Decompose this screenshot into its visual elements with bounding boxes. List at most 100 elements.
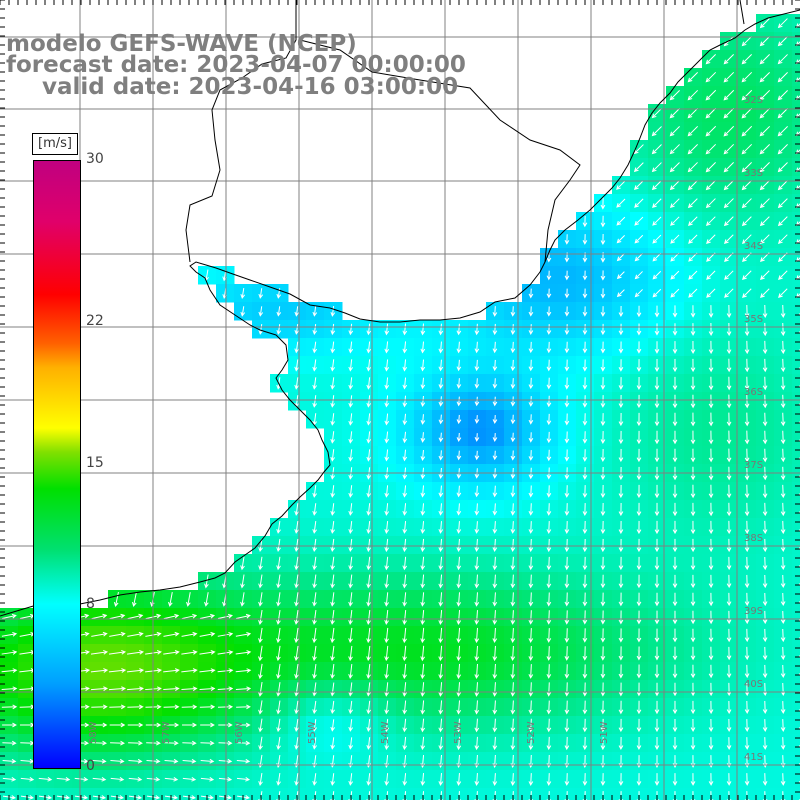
wind-arrow <box>546 646 552 661</box>
wind-arrow <box>2 776 17 782</box>
wind-arrow <box>2 613 17 619</box>
wind-arrow <box>672 773 678 786</box>
wind-arrow <box>669 90 680 101</box>
wind-arrow <box>312 359 318 372</box>
wind-arrow <box>582 664 588 679</box>
wind-arrow <box>348 556 353 571</box>
wind-arrow <box>528 485 534 498</box>
wind-arrow <box>456 663 462 680</box>
wind-arrow <box>420 359 426 372</box>
wind-arrow <box>330 377 336 390</box>
wind-arrow <box>672 718 678 733</box>
wind-arrow <box>780 664 786 679</box>
wind-arrow <box>780 556 786 571</box>
wind-arrow <box>92 740 107 746</box>
wind-arrow <box>636 502 642 517</box>
wind-arrow <box>582 503 588 516</box>
wind-arrow <box>456 718 462 733</box>
wind-arrow <box>186 592 191 607</box>
wind-arrow <box>672 376 678 391</box>
wind-arrow <box>564 718 570 733</box>
wind-cell <box>792 374 800 393</box>
wind-arrow <box>492 718 498 733</box>
wind-arrow <box>687 71 699 83</box>
wind-cell <box>792 392 800 411</box>
colorbar <box>33 160 81 769</box>
wind-arrow <box>759 107 771 119</box>
wind-arrow <box>654 574 660 589</box>
wind-arrow <box>330 503 336 516</box>
wind-arrow <box>312 341 318 354</box>
wind-arrow <box>726 556 732 571</box>
wind-arrow <box>294 663 299 679</box>
wind-arrow <box>600 431 606 444</box>
wind-arrow <box>582 270 588 281</box>
wind-arrow <box>636 556 642 571</box>
wind-arrow <box>510 359 516 372</box>
wind-arrow <box>348 592 353 607</box>
wind-arrow <box>724 288 734 298</box>
wind-arrow <box>312 556 317 571</box>
wind-arrow <box>420 736 426 751</box>
wind-arrow <box>564 413 570 426</box>
wind-arrow <box>528 450 534 461</box>
wind-arrow <box>741 89 753 101</box>
wind-arrow <box>348 627 353 644</box>
wind-arrow <box>762 574 768 589</box>
wind-arrow <box>402 538 408 553</box>
wind-arrow <box>182 776 197 782</box>
wind-arrow <box>492 306 498 317</box>
wind-arrow <box>546 503 552 516</box>
wind-arrow <box>90 668 109 673</box>
wind-arrow <box>690 448 696 463</box>
wind-arrow <box>741 71 753 83</box>
wind-arrow <box>705 198 716 209</box>
wind-arrow <box>582 413 588 426</box>
wind-arrow <box>582 700 588 715</box>
wind-arrow <box>348 341 354 354</box>
wind-arrow <box>744 682 750 697</box>
wind-arrow <box>600 234 606 246</box>
wind-arrow <box>366 610 371 625</box>
wind-arrow <box>546 682 552 697</box>
wind-arrow <box>456 503 462 516</box>
wind-arrow <box>474 610 480 625</box>
wind-arrow <box>780 448 786 463</box>
wind-arrow <box>402 323 408 336</box>
wind-arrow <box>1 650 18 655</box>
wind-arrow <box>438 414 444 425</box>
wind-arrow <box>652 234 662 244</box>
wind-arrow <box>510 306 516 317</box>
wind-arrow <box>528 432 534 443</box>
wind-cell <box>792 788 800 800</box>
wind-arrow <box>600 395 606 408</box>
wind-arrow <box>600 485 606 499</box>
wind-arrow <box>492 323 498 336</box>
wind-arrow <box>384 503 390 516</box>
wind-arrow <box>294 377 299 390</box>
wind-arrow <box>384 718 390 733</box>
wind-cell <box>792 500 800 519</box>
wind-arrow <box>687 125 699 137</box>
wind-arrow <box>672 610 678 625</box>
wind-arrow <box>564 700 570 715</box>
latitude-label: 32S <box>744 95 764 106</box>
wind-arrow <box>546 485 552 498</box>
wind-arrow <box>510 718 516 733</box>
wind-arrow <box>546 664 552 679</box>
wind-arrow <box>163 668 180 673</box>
wind-arrow <box>762 484 768 499</box>
wind-arrow <box>634 289 643 298</box>
wind-arrow <box>780 719 786 732</box>
wind-arrow <box>744 520 750 535</box>
wind-cell <box>792 68 800 87</box>
wind-arrow <box>456 396 462 407</box>
wind-arrow <box>744 376 750 391</box>
wind-arrow <box>600 610 606 625</box>
wind-arrow <box>402 485 408 498</box>
wind-arrow <box>420 718 426 733</box>
wind-arrow <box>330 574 335 589</box>
wind-arrow <box>294 700 299 715</box>
wind-arrow <box>582 359 588 372</box>
wind-arrow <box>127 704 144 710</box>
